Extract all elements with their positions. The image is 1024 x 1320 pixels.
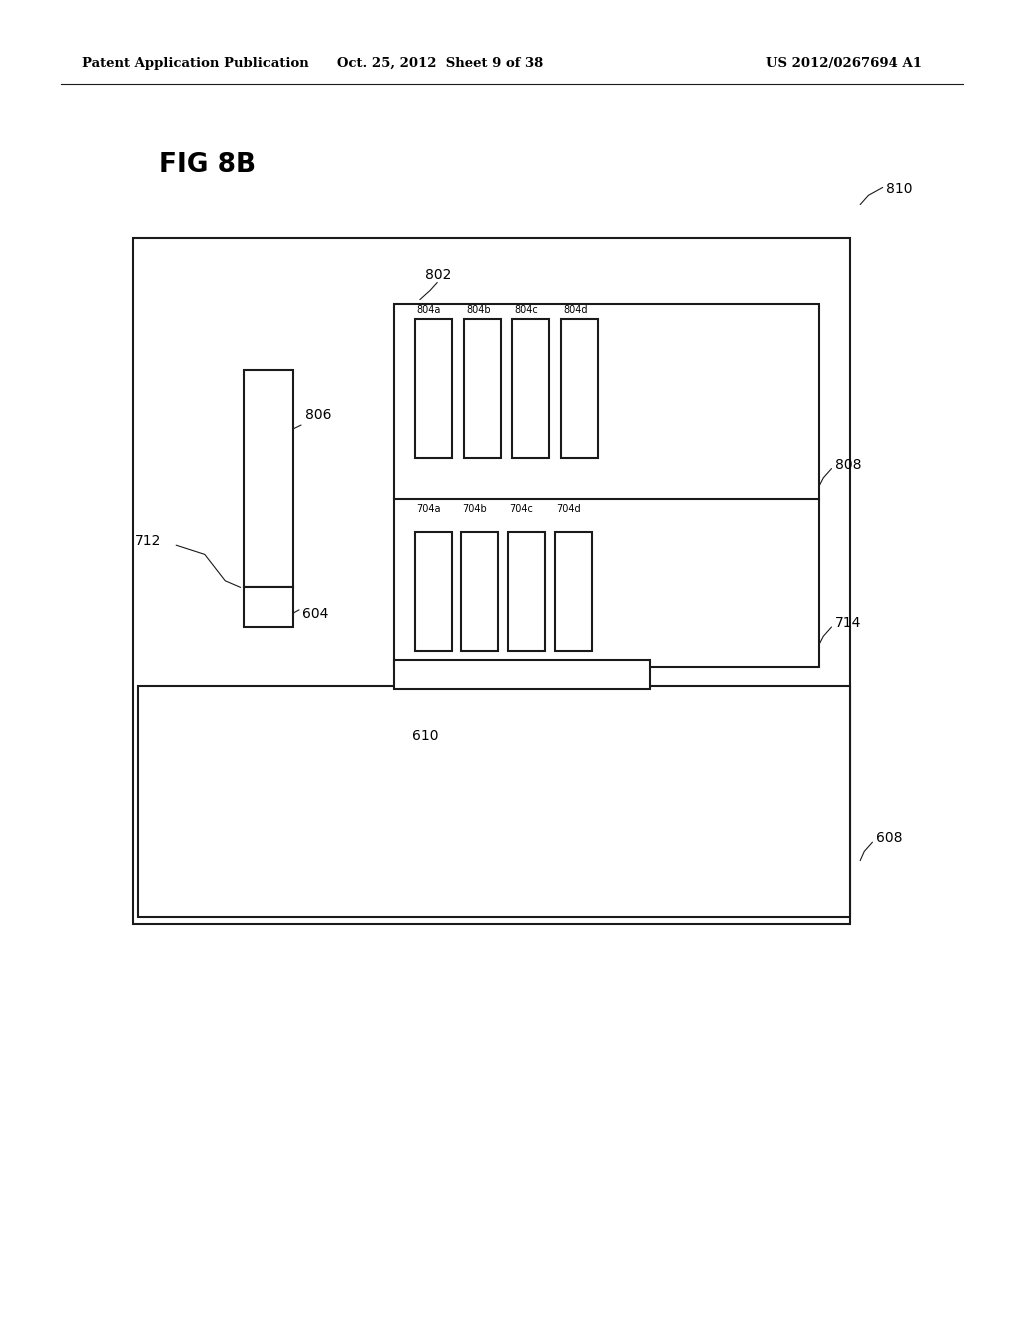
- Bar: [561, 319, 598, 458]
- Bar: [415, 319, 452, 458]
- Text: 808: 808: [835, 458, 861, 471]
- Text: Patent Application Publication: Patent Application Publication: [82, 57, 308, 70]
- Bar: [555, 532, 592, 651]
- Bar: [394, 304, 819, 667]
- Bar: [464, 319, 501, 458]
- Bar: [394, 660, 650, 689]
- Text: 610: 610: [412, 729, 438, 743]
- Bar: [461, 532, 498, 651]
- Text: 804c: 804c: [514, 305, 538, 315]
- Text: 704d: 704d: [556, 504, 581, 515]
- Text: 714: 714: [835, 616, 861, 630]
- Text: FIG 8B: FIG 8B: [159, 152, 256, 178]
- Text: 806: 806: [305, 408, 332, 422]
- Text: 804b: 804b: [466, 305, 490, 315]
- Text: 704a: 704a: [416, 504, 440, 515]
- Text: 810: 810: [886, 182, 912, 197]
- Text: 802: 802: [425, 268, 452, 282]
- Bar: [508, 532, 545, 651]
- Bar: [244, 587, 293, 627]
- Text: 804a: 804a: [417, 305, 441, 315]
- Text: US 2012/0267694 A1: US 2012/0267694 A1: [766, 57, 922, 70]
- Text: 804d: 804d: [563, 305, 588, 315]
- Bar: [244, 370, 293, 587]
- Text: 704b: 704b: [462, 504, 486, 515]
- Bar: [415, 532, 452, 651]
- Text: 712: 712: [135, 535, 162, 548]
- Bar: [512, 319, 549, 458]
- Text: 604: 604: [302, 607, 329, 622]
- Bar: [138, 686, 850, 917]
- Text: 704c: 704c: [509, 504, 532, 515]
- Bar: [133, 238, 850, 924]
- Text: Oct. 25, 2012  Sheet 9 of 38: Oct. 25, 2012 Sheet 9 of 38: [337, 57, 544, 70]
- Text: 608: 608: [876, 832, 902, 845]
